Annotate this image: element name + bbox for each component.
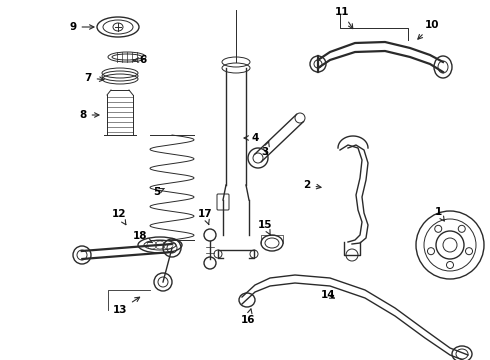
Text: 8: 8: [79, 110, 99, 120]
Text: 3: 3: [261, 141, 269, 157]
Text: 13: 13: [113, 297, 140, 315]
Text: 1: 1: [434, 207, 444, 221]
Text: 7: 7: [84, 73, 104, 83]
Text: 11: 11: [335, 7, 353, 29]
Text: 4: 4: [244, 133, 259, 143]
Text: 9: 9: [70, 22, 94, 32]
Text: 17: 17: [197, 209, 212, 225]
Text: 10: 10: [418, 20, 439, 39]
Text: 14: 14: [320, 290, 335, 300]
Text: 18: 18: [133, 231, 152, 243]
Text: 15: 15: [258, 220, 272, 235]
Text: 16: 16: [241, 309, 255, 325]
Text: 5: 5: [153, 187, 164, 197]
Text: 12: 12: [112, 209, 126, 225]
Text: 2: 2: [303, 180, 321, 190]
Text: 6: 6: [134, 55, 147, 65]
